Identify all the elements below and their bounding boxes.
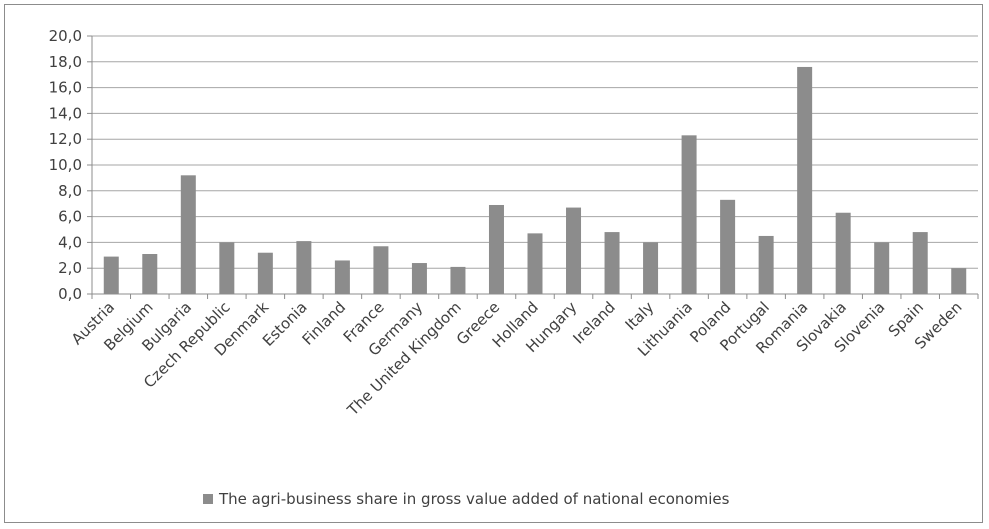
bar bbox=[951, 268, 967, 294]
y-tick-label: 8,0 bbox=[58, 182, 82, 200]
bar bbox=[450, 266, 466, 294]
bar bbox=[720, 199, 736, 294]
y-tick-label: 0,0 bbox=[58, 285, 82, 303]
bar bbox=[373, 246, 389, 294]
bar bbox=[180, 175, 196, 294]
x-tick-label: Finland bbox=[299, 298, 350, 349]
y-tick-label: 18,0 bbox=[49, 53, 82, 71]
bar bbox=[257, 252, 273, 294]
legend-label: The agri-business share in gross value a… bbox=[218, 490, 730, 508]
axes bbox=[87, 35, 979, 299]
y-tick-label: 10,0 bbox=[49, 156, 82, 174]
bar bbox=[758, 235, 774, 294]
bar bbox=[103, 256, 119, 294]
legend-swatch bbox=[203, 494, 213, 504]
x-tick-label: Ireland bbox=[569, 298, 618, 347]
bar bbox=[527, 233, 543, 294]
bar bbox=[411, 263, 427, 294]
y-tick-label: 2,0 bbox=[58, 259, 82, 277]
y-tick-label: 6,0 bbox=[58, 208, 82, 226]
bar bbox=[681, 135, 697, 294]
y-tick-labels: 0,0 2,0 4,0 6,0 8,0 10,0 12,0 14,0 16,0 18,0 20,0 bbox=[49, 27, 82, 303]
bar bbox=[219, 242, 235, 294]
bar bbox=[334, 260, 350, 294]
bar bbox=[912, 232, 928, 294]
bars bbox=[103, 66, 967, 295]
bar bbox=[296, 241, 312, 294]
bar bbox=[797, 66, 813, 295]
y-tick-label: 14,0 bbox=[49, 104, 82, 122]
bar bbox=[874, 242, 890, 294]
bar bbox=[488, 204, 504, 294]
bar bbox=[604, 232, 620, 294]
y-tick-label: 4,0 bbox=[58, 233, 82, 251]
bar bbox=[566, 207, 582, 294]
bar bbox=[142, 254, 158, 294]
bar bbox=[643, 242, 659, 294]
legend: The agri-business share in gross value a… bbox=[203, 490, 730, 508]
gridlines bbox=[92, 35, 978, 269]
y-tick-label: 20,0 bbox=[49, 27, 82, 45]
bar bbox=[835, 212, 851, 294]
y-tick-label: 12,0 bbox=[49, 130, 82, 148]
y-tick-label: 16,0 bbox=[49, 79, 82, 97]
